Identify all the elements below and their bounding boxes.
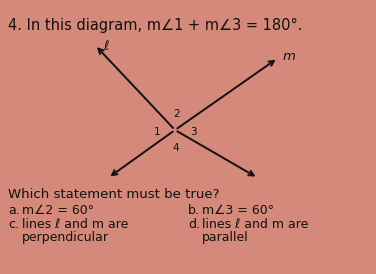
Text: 3: 3 [190,127,196,137]
Text: 2: 2 [174,109,180,119]
Text: perpendicular: perpendicular [22,231,109,244]
Text: 4. In this diagram, m∠1 + m∠3 = 180°.: 4. In this diagram, m∠1 + m∠3 = 180°. [8,18,303,33]
Text: parallel: parallel [202,231,249,244]
Text: m∠2 = 60°: m∠2 = 60° [22,204,94,217]
Text: b.: b. [188,204,200,217]
Text: 1: 1 [154,127,160,137]
Text: 4: 4 [173,143,179,153]
Text: d.: d. [188,218,200,231]
Text: a.: a. [8,204,20,217]
Text: m: m [283,50,296,62]
Text: ℓ: ℓ [103,41,109,53]
Text: c.: c. [8,218,19,231]
Text: m∠3 = 60°: m∠3 = 60° [202,204,274,217]
Text: lines ℓ and m are: lines ℓ and m are [22,218,128,231]
Text: lines ℓ and m are: lines ℓ and m are [202,218,308,231]
Text: Which statement must be true?: Which statement must be true? [8,188,220,201]
